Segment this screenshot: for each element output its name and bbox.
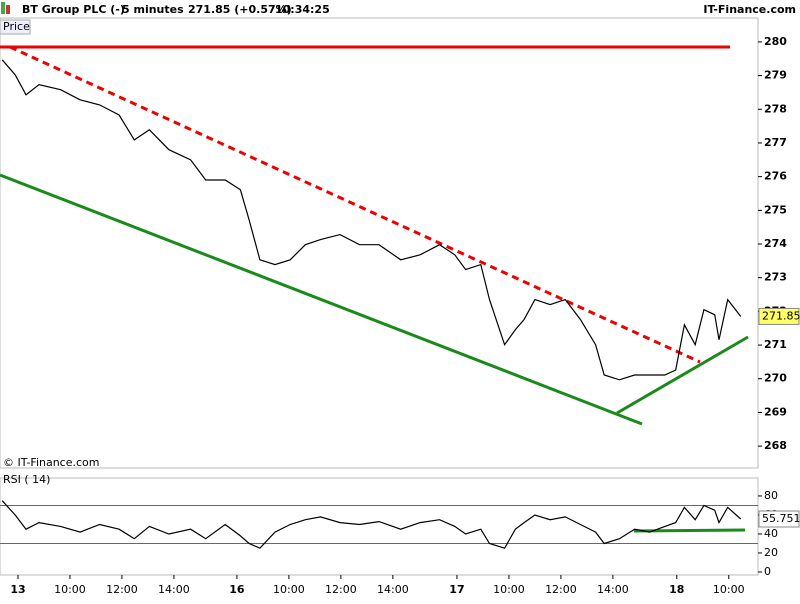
current-value-box xyxy=(758,307,800,325)
panel-label: Price xyxy=(3,20,30,33)
x-tick-label: 14:00 xyxy=(597,583,629,596)
x-tick-label: 14:00 xyxy=(158,583,190,596)
x-tick-label: 18 xyxy=(669,583,684,596)
series-line xyxy=(1,500,742,549)
y-tick-label: 270 xyxy=(764,372,787,385)
panel-label-box xyxy=(0,19,31,35)
x-tick-label: 13 xyxy=(10,583,25,596)
y-tick-label: 0 xyxy=(764,565,771,578)
y-tick-label: 20 xyxy=(764,546,778,559)
y-tick-label: 271 xyxy=(764,338,787,351)
y-tick-label: 277 xyxy=(764,136,787,149)
logo-icon xyxy=(6,5,10,14)
y-tick-label: 275 xyxy=(764,203,787,216)
x-tick-label: 10:00 xyxy=(273,583,305,596)
y-tick-label: 276 xyxy=(764,170,787,183)
credit: © IT-Finance.com xyxy=(3,456,100,469)
panel-label: RSI ( 14) xyxy=(3,473,50,486)
current-value-box xyxy=(758,510,800,528)
x-tick-label: 12:00 xyxy=(106,583,138,596)
rsi-panel xyxy=(0,477,759,576)
x-tick-label: 14:00 xyxy=(377,583,409,596)
y-tick-label: 268 xyxy=(764,439,787,452)
interval: 5 minutes xyxy=(122,3,184,16)
y-tick-label: 40 xyxy=(764,527,778,540)
instrument: BT Group PLC (-) xyxy=(22,3,125,16)
x-tick-label: 10:00 xyxy=(713,583,745,596)
y-tick-label: 280 xyxy=(764,35,787,48)
brand: IT-Finance.com xyxy=(703,3,796,16)
y-tick-label: 274 xyxy=(764,237,787,250)
quote: 271.85 (+0.57%) xyxy=(188,3,292,16)
support-line xyxy=(0,173,643,426)
logo-icon xyxy=(1,2,5,14)
y-tick-label: 273 xyxy=(764,271,787,284)
rsi-trend-line xyxy=(633,528,746,533)
current-value: 271.85 xyxy=(762,309,800,322)
support-line xyxy=(616,335,749,415)
y-tick-label: 269 xyxy=(764,405,787,418)
series-line xyxy=(1,59,742,381)
trend-line xyxy=(9,45,701,364)
plot: 2682692702712722732742752762772782792802… xyxy=(0,35,800,596)
y-tick-label: 279 xyxy=(764,69,787,82)
x-tick-label: 10:00 xyxy=(493,583,525,596)
x-tick-label: 12:00 xyxy=(325,583,357,596)
time: 10:34:25 xyxy=(275,3,330,16)
current-value: 55.751 xyxy=(762,512,800,525)
price-panel xyxy=(0,17,759,469)
y-tick-label: 80 xyxy=(764,489,778,502)
x-tick-label: 12:00 xyxy=(545,583,577,596)
x-tick-label: 10:00 xyxy=(54,583,86,596)
x-tick-label: 17 xyxy=(449,583,464,596)
y-tick-label: 278 xyxy=(764,102,787,115)
x-tick-label: 16 xyxy=(229,583,245,596)
